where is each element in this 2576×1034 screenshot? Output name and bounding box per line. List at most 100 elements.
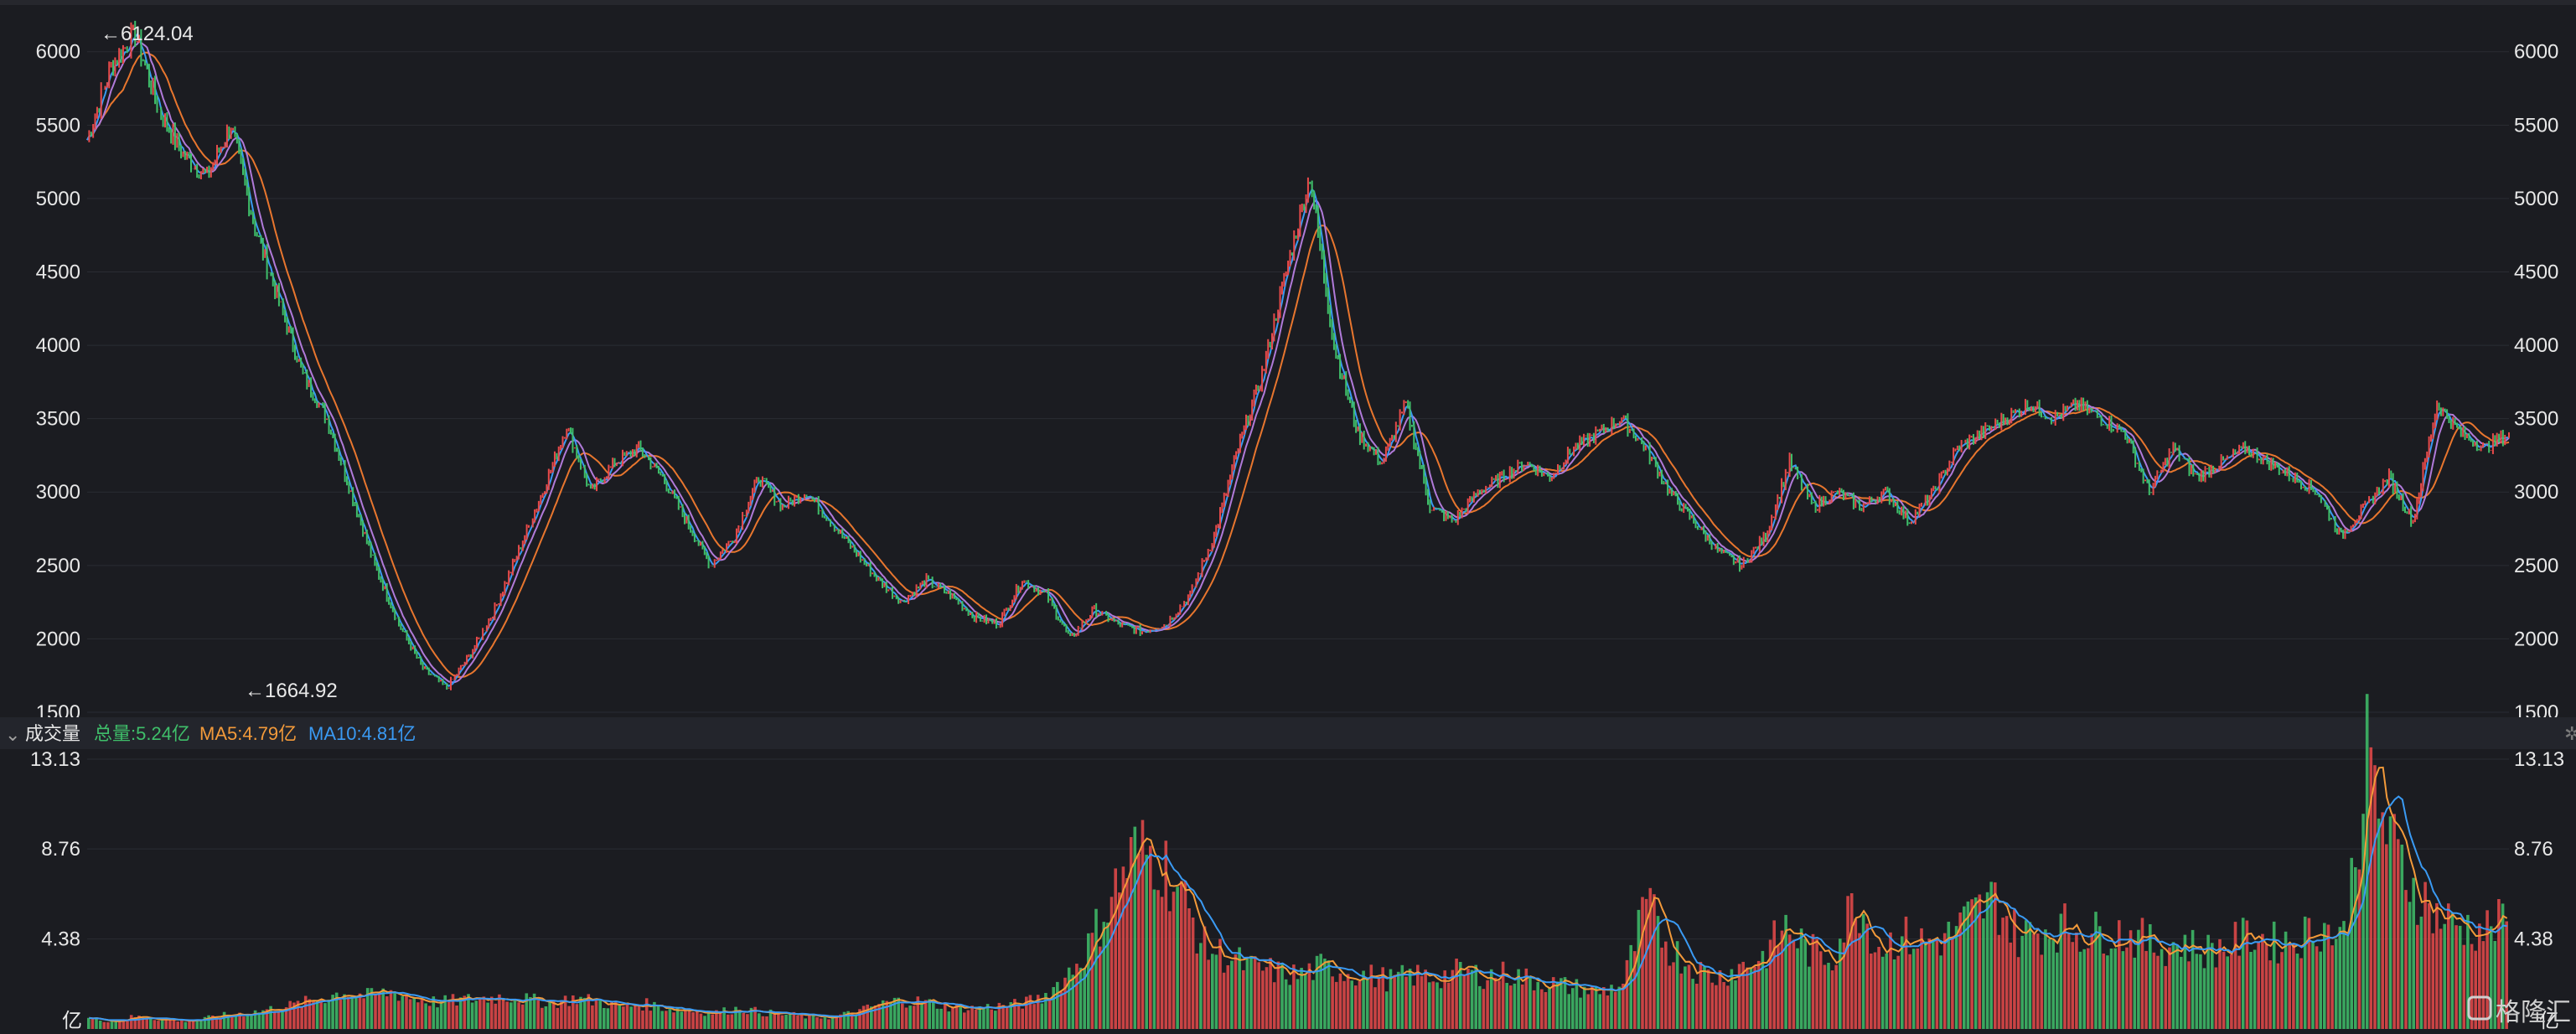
price-tick-right: 2500 (2514, 555, 2558, 577)
volume-bar (1424, 969, 1427, 1029)
volume-bar (1555, 981, 1560, 1029)
volume-bar (1796, 948, 1799, 1029)
volume-total-label: 总量:5.24亿 (94, 723, 190, 744)
volume-bar (1617, 986, 1622, 1029)
volume-bar (1792, 939, 1796, 1029)
volume-bar (1203, 926, 1207, 1029)
volume-bar (1951, 938, 1954, 1029)
volume-bar (966, 1010, 970, 1029)
volume-bar (1125, 878, 1129, 1029)
volume-bar (1323, 959, 1327, 1029)
volume-bar (1342, 980, 1346, 1029)
volume-bar (2385, 844, 2388, 1029)
volume-bar (1443, 970, 1446, 1029)
volume-bar (1245, 957, 1249, 1029)
volume-bar (2303, 916, 2307, 1029)
volume-bar (1230, 960, 1234, 1029)
volume-bar (141, 1017, 145, 1029)
volume-bar (1560, 978, 1563, 1029)
volume-bar (777, 1011, 780, 1029)
volume-bar (478, 998, 482, 1029)
volume-bar (219, 1018, 222, 1029)
volume-bar (1540, 989, 1544, 1029)
volume-bar (696, 1011, 699, 1029)
volume-bar (2253, 949, 2257, 1029)
volume-bar (1730, 969, 1734, 1029)
volume-bar (563, 995, 567, 1029)
settings-gear-icon[interactable]: ✲ (2564, 723, 2576, 744)
volume-bar (916, 996, 920, 1029)
volume-bar (1191, 918, 1195, 1029)
volume-bar (1121, 866, 1125, 1029)
volume-bar (2016, 957, 2020, 1029)
volume-bar (1703, 966, 1706, 1029)
volume-bar (1269, 958, 1272, 1029)
volume-bar (525, 993, 529, 1029)
volume-bar (1040, 1003, 1044, 1029)
volume-bar (172, 1019, 176, 1029)
volume-bar (2171, 942, 2175, 1029)
volume-bar (2261, 933, 2264, 1029)
volume-bar (1272, 982, 1276, 1029)
volume-bar (2257, 941, 2260, 1029)
volume-bar (634, 1006, 637, 1029)
volume-bar (815, 1017, 819, 1029)
volume-bar (1904, 916, 1908, 1029)
volume-bar (1346, 974, 1350, 1029)
volume-bar (935, 1008, 939, 1029)
volume-bar (1156, 890, 1160, 1029)
volume-bar (1734, 980, 1737, 1029)
volume-bar (668, 1008, 672, 1029)
price-tick-left: 3000 (36, 481, 80, 504)
volume-bar (2323, 923, 2326, 1029)
volume-bar (2288, 944, 2291, 1029)
volume-bar (401, 995, 405, 1029)
volume-bar (1284, 979, 1288, 1029)
volume-bar (1854, 918, 1858, 1029)
volume-bar (517, 1002, 520, 1029)
volume-bar (1610, 985, 1613, 1029)
collapse-chevron-icon[interactable]: ⌄ (5, 724, 20, 745)
volume-bar (2102, 954, 2106, 1029)
volume-bar (920, 1003, 923, 1029)
volume-bar (2025, 920, 2028, 1029)
volume-bar (1865, 923, 1869, 1029)
volume-bar (839, 1014, 842, 1029)
volume-bar (1679, 973, 1684, 1029)
volume-bar (2106, 955, 2109, 1029)
volume-bar (1780, 930, 1784, 1029)
volume-bar (637, 1006, 641, 1029)
volume-bar (2373, 765, 2377, 1029)
volume-bar (1606, 995, 1610, 1029)
high-price-annotation: ←6124.04 (101, 23, 194, 45)
volume-bar (990, 1009, 993, 1029)
volume-bar (1885, 953, 1889, 1029)
volume-bar (1529, 975, 1532, 1029)
volume-bar (2485, 910, 2489, 1029)
volume-bar (288, 1000, 292, 1029)
volume-bar (1071, 975, 1075, 1029)
volume-bar (1741, 961, 1745, 1029)
volume-bar (1994, 882, 1997, 1029)
volume-bar (1416, 964, 1420, 1029)
volume-bar (2299, 958, 2303, 1029)
volume-bar (1001, 1005, 1005, 1029)
volume-bar (908, 1006, 912, 1029)
volume-bar (773, 1013, 776, 1029)
price-ma-mid-line (86, 40, 2510, 684)
volume-bar (1594, 987, 1598, 1029)
volume-bar (2164, 965, 2168, 1029)
volume-bar (1036, 995, 1040, 1029)
volume-bar (1114, 868, 1117, 1029)
volume-bar (1653, 894, 1656, 1029)
volume-bar (2416, 924, 2419, 1029)
volume-bar (1586, 994, 1591, 1029)
volume-bar (2489, 926, 2493, 1029)
price-tick-right: 5000 (2514, 188, 2558, 210)
volume-bar (2137, 929, 2140, 1029)
volume-bar (91, 1019, 95, 1029)
volume-bar (2423, 881, 2427, 1029)
volume-tick-left: 13.13 (30, 748, 80, 771)
volume-bar (2431, 933, 2435, 1029)
